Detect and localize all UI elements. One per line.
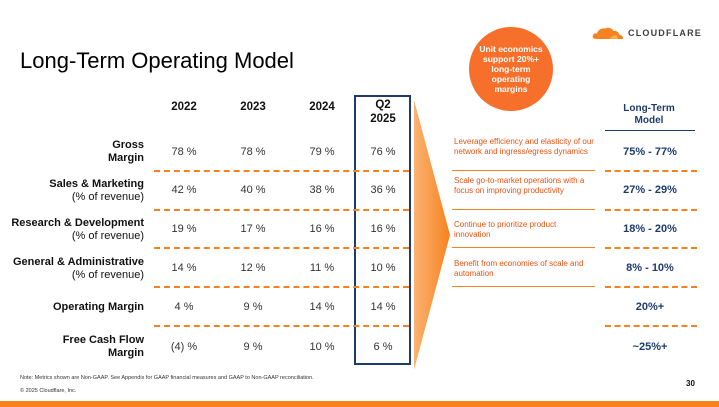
- note-divider: [452, 247, 595, 248]
- cell-om-2023: 9 %: [243, 301, 263, 313]
- row-divider: [154, 209, 409, 211]
- cell-sm-2024: 38 %: [309, 184, 335, 196]
- cell-rd-2024: 16 %: [309, 223, 335, 235]
- cell-om-2024: 14 %: [309, 301, 335, 313]
- cell-om-q2: 14 %: [370, 301, 396, 313]
- note-gross-margin: Leverage efficiency and elasticity of ou…: [454, 137, 594, 156]
- cloudflare-logo: CLOUDFLARE: [592, 26, 702, 40]
- cell-ga-2024: 11 %: [309, 262, 335, 274]
- cell-gross-2022: 78 %: [171, 146, 197, 158]
- page-title: Long-Term Operating Model: [20, 48, 294, 73]
- cell-sm-q2: 36 %: [370, 184, 396, 196]
- bubble-text: Unit economics support 20%+ long-term op…: [479, 44, 543, 94]
- cell-sm-2023: 40 %: [240, 184, 266, 196]
- bottom-accent-bar: [0, 401, 719, 407]
- cell-ga-2022: 14 %: [171, 262, 197, 274]
- footnote: Note: Metrics shown are Non-GAAP. See Ap…: [20, 375, 314, 381]
- cell-gross-q2: 76 %: [370, 146, 396, 158]
- long-term-header-rule: [605, 130, 695, 131]
- cell-gross-2023: 78 %: [240, 146, 266, 158]
- lt-operating-margin: 20%+: [635, 301, 665, 313]
- note-sales-marketing: Scale go-to-market operations with a foc…: [454, 176, 585, 195]
- cell-ga-2023: 12 %: [240, 262, 266, 274]
- note-general-administrative: Benefit from economies of scale and auto…: [454, 259, 584, 278]
- row-label-sales-marketing: Sales & Marketing (% of revenue): [49, 178, 144, 203]
- row-label-research-development: Research & Development (% of revenue): [11, 217, 144, 242]
- row-divider: [605, 325, 697, 327]
- note-divider: [452, 286, 595, 287]
- row-divider: [154, 247, 409, 249]
- unit-economics-bubble: Unit economics support 20%+ long-term op…: [469, 27, 553, 111]
- row-divider: [154, 325, 409, 327]
- header-q2-line1: Q2: [375, 99, 391, 111]
- cell-rd-2022: 19 %: [171, 223, 197, 235]
- header-q2-line2: 2025: [370, 113, 396, 125]
- row-label-free-cash-flow-margin: Free Cash Flow Margin: [62, 334, 144, 359]
- cloud-icon: [592, 27, 624, 39]
- cell-fcf-2022: (4) %: [170, 341, 198, 353]
- lt-free-cash-flow-margin: ~25%+: [632, 341, 668, 353]
- note-divider: [452, 170, 595, 171]
- row-divider: [154, 170, 409, 172]
- cell-sm-2022: 42 %: [171, 184, 197, 196]
- row-divider: [154, 286, 409, 288]
- cell-ga-q2: 10 %: [370, 262, 396, 274]
- page-number: 30: [686, 379, 695, 388]
- row-label-general-administrative: General & Administrative (% of revenue): [12, 256, 144, 281]
- row-divider: [605, 247, 697, 249]
- note-divider: [452, 209, 595, 210]
- cell-fcf-2024: 10 %: [309, 341, 335, 353]
- chevron-arrow: [414, 100, 450, 370]
- lt-head-line1: Long-Term: [623, 103, 675, 114]
- lt-gross-margin: 75% - 77%: [623, 146, 677, 158]
- lt-general-administrative: 8% - 10%: [626, 262, 674, 274]
- lt-research-development: 18% - 20%: [623, 223, 677, 235]
- row-divider: [605, 209, 697, 211]
- row-label-operating-margin: Operating Margin: [52, 301, 144, 313]
- cell-fcf-q2: 6 %: [373, 341, 393, 353]
- header-2024: 2024: [309, 101, 335, 113]
- cell-om-2022: 4 %: [174, 301, 194, 313]
- cell-rd-2023: 17 %: [240, 223, 266, 235]
- cell-fcf-2023: 9 %: [243, 341, 263, 353]
- copyright: © 2025 Cloudflare, Inc.: [20, 388, 77, 394]
- row-label-gross-margin: Gross Margin: [107, 139, 144, 164]
- row-divider: [605, 170, 697, 172]
- logo-text: CLOUDFLARE: [628, 28, 702, 38]
- header-q2-2025: Q2 2025: [353, 98, 413, 126]
- cell-gross-2024: 79 %: [309, 146, 335, 158]
- long-term-model-header: Long-Term Model: [613, 103, 685, 127]
- note-research-development: Continue to prioritize product innovatio…: [454, 220, 557, 239]
- lt-head-line2: Model: [634, 115, 664, 126]
- row-divider: [605, 286, 697, 288]
- cell-rd-q2: 16 %: [370, 223, 396, 235]
- header-2022: 2022: [171, 101, 197, 113]
- header-2023: 2023: [240, 101, 266, 113]
- lt-sales-marketing: 27% - 29%: [623, 184, 677, 196]
- q2-2025-highlight-box: [354, 95, 411, 365]
